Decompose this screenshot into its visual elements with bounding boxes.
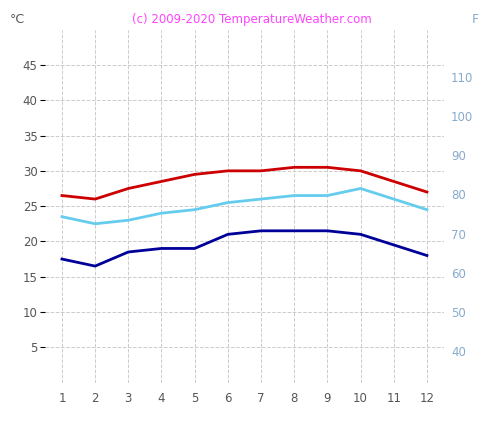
Text: °C: °C [10,13,25,26]
Text: F: F [472,13,479,26]
Text: (c) 2009-2020 TemperatureWeather.com: (c) 2009-2020 TemperatureWeather.com [132,13,372,26]
